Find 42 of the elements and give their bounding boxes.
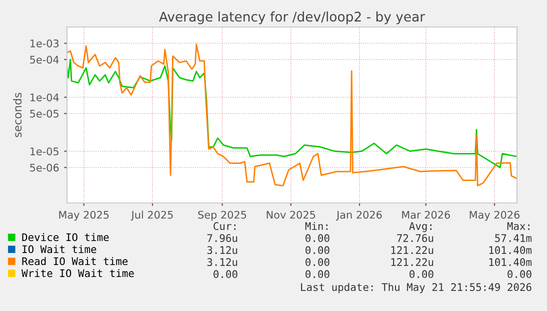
y-tick-label: 5e-04 (30, 56, 59, 64)
text: 3.12u (207, 258, 238, 266)
text: 57.41m (495, 234, 532, 242)
y-tick-label: 5e-06 (30, 164, 59, 172)
line-series (67, 44, 517, 186)
text: 101.40m (489, 246, 532, 254)
text: 0.00 (306, 258, 330, 266)
text: 0.00 (306, 270, 330, 278)
x-tick-label: May 2025 (59, 210, 109, 221)
text: 7.96u (207, 234, 238, 242)
text: 0.00 (410, 270, 434, 278)
text: Avg: (409, 222, 432, 232)
x-tick-label: Jan 2026 (336, 210, 382, 221)
legend-label: Read IO Wait time (22, 257, 128, 266)
x-tick-label: Nov 2025 (266, 210, 316, 219)
line-series (67, 58, 517, 168)
x-tick-label: May 2026 (470, 210, 520, 221)
x-tick-label: Jul 2025 (130, 210, 173, 221)
text: 0.00 (508, 270, 532, 278)
text: 121.22u (391, 258, 434, 266)
text: 101.40m (489, 258, 532, 266)
legend-label: Write IO Wait time (22, 269, 134, 278)
text: Last update: Thu May 21 21:55:49 2026 (301, 282, 532, 294)
legend-label: Device IO time (22, 233, 109, 242)
text: 3.12u (207, 246, 238, 254)
text: 0.00 (306, 246, 330, 254)
y-tick-label: 5e-05 (30, 110, 58, 118)
x-tick-label: Mar 2026 (402, 210, 450, 219)
text: 0.00 (214, 270, 238, 278)
y-axis-title: seconds (13, 92, 22, 138)
x-tick-label: Sep 2025 (198, 210, 246, 221)
text: 72.76u (397, 234, 434, 242)
text: Cur: (214, 222, 236, 230)
y-tick-label: 1e-03 (30, 39, 59, 48)
legend-label: IO Wait time (22, 245, 96, 254)
text: 0.00 (306, 234, 330, 242)
chart-title: Average latency for /dev/loop2 - by year (159, 11, 426, 24)
y-tick-label: 1e-05 (30, 147, 58, 156)
text: 121.22u (391, 246, 434, 254)
y-tick-label: 1e-04 (30, 93, 59, 102)
text: Max: (507, 222, 530, 230)
text: Min: (305, 222, 328, 230)
